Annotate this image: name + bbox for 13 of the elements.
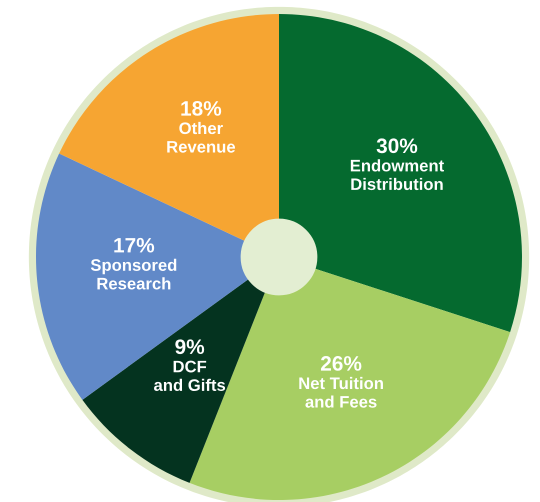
slice-label: DCF and Gifts [154,360,226,392]
data-label: 18% [181,101,222,116]
data-label: 17% [114,238,154,253]
data-label: 26% [320,356,362,371]
data-label: 30% [376,138,418,154]
donut-slice [36,154,249,400]
slice-label: Other Revenue [167,122,236,153]
donut-slice [279,14,522,332]
slice-label: Sponsored Research [90,258,176,290]
slice-label: Net Tuition and Fees [299,376,383,408]
donut-slice [82,279,266,483]
slice-label: Endowment Distribution [350,159,444,190]
data-label: 9% [175,339,204,354]
